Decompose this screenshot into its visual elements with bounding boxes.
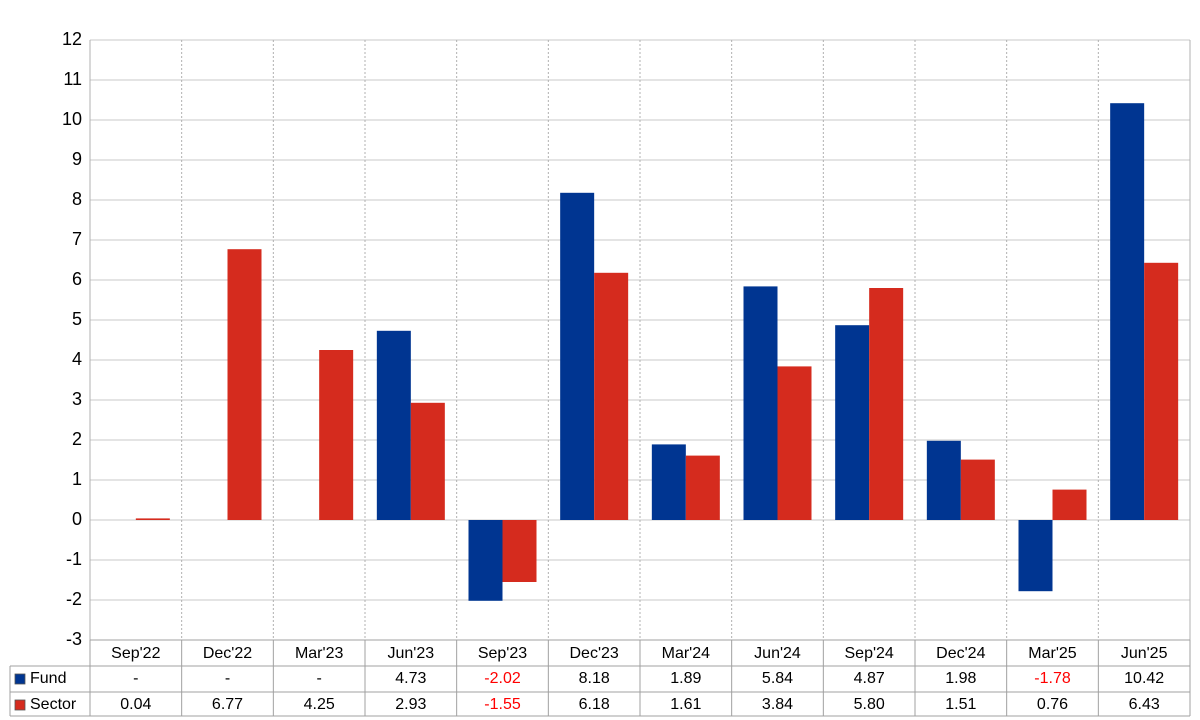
table-value: 0.76 bbox=[1037, 696, 1068, 713]
legend-label: Fund bbox=[30, 670, 66, 687]
bar bbox=[777, 366, 812, 520]
y-tick-label: 5 bbox=[72, 309, 82, 329]
table-value: -1.55 bbox=[484, 696, 521, 713]
table-value: 5.80 bbox=[854, 696, 885, 713]
y-tick-label: 11 bbox=[63, 69, 82, 89]
bar bbox=[410, 402, 445, 520]
legend-swatch bbox=[14, 699, 26, 711]
bar bbox=[685, 455, 720, 520]
x-tick-label: Sep'22 bbox=[111, 645, 160, 662]
y-tick-label: 8 bbox=[72, 189, 82, 209]
bar bbox=[1052, 489, 1087, 520]
bar bbox=[135, 518, 170, 520]
y-tick-label: -2 bbox=[66, 589, 82, 609]
table-value: 1.98 bbox=[945, 670, 976, 687]
legend-label: Sector bbox=[30, 696, 77, 713]
bar bbox=[1144, 262, 1179, 520]
x-tick-label: Mar'23 bbox=[295, 645, 344, 662]
x-tick-label: Dec'22 bbox=[203, 645, 252, 662]
bar bbox=[468, 520, 503, 601]
bar bbox=[594, 272, 629, 520]
table-value: 5.84 bbox=[762, 670, 793, 687]
x-tick-label: Sep'24 bbox=[845, 645, 894, 662]
table-value: 8.18 bbox=[579, 670, 610, 687]
table-value: 6.77 bbox=[212, 696, 243, 713]
y-tick-label: 4 bbox=[72, 349, 82, 369]
table-value: 4.73 bbox=[395, 670, 426, 687]
bar bbox=[835, 325, 870, 520]
x-tick-label: Jun'23 bbox=[388, 645, 435, 662]
y-tick-label: 7 bbox=[72, 229, 82, 249]
table-value: - bbox=[225, 670, 230, 687]
bar bbox=[1110, 103, 1145, 520]
legend-swatch bbox=[14, 673, 26, 685]
y-tick-label: -3 bbox=[66, 629, 82, 649]
bar bbox=[319, 350, 354, 520]
bar bbox=[926, 440, 961, 520]
x-tick-label: Sep'23 bbox=[478, 645, 527, 662]
table-value: 1.61 bbox=[670, 696, 701, 713]
x-tick-label: Mar'25 bbox=[1028, 645, 1077, 662]
x-tick-label: Jun'24 bbox=[754, 645, 801, 662]
table-value: -1.78 bbox=[1034, 670, 1071, 687]
y-tick-label: 0 bbox=[72, 509, 82, 529]
table-value: - bbox=[133, 670, 138, 687]
table-value: 1.89 bbox=[670, 670, 701, 687]
bar bbox=[560, 192, 595, 521]
bar bbox=[376, 330, 411, 520]
table-value: 3.84 bbox=[762, 696, 793, 713]
bar bbox=[502, 520, 537, 582]
table-value: 0.04 bbox=[120, 696, 151, 713]
y-tick-label: 10 bbox=[62, 109, 82, 129]
table-value: 6.18 bbox=[579, 696, 610, 713]
bar bbox=[1018, 520, 1053, 592]
x-tick-label: Dec'24 bbox=[936, 645, 985, 662]
x-tick-label: Dec'23 bbox=[570, 645, 619, 662]
y-tick-label: 9 bbox=[72, 149, 82, 169]
y-tick-label: 12 bbox=[62, 29, 82, 49]
x-tick-label: Jun'25 bbox=[1121, 645, 1168, 662]
bar bbox=[960, 459, 995, 520]
y-tick-label: 3 bbox=[72, 389, 82, 409]
table-value: 10.42 bbox=[1124, 670, 1164, 687]
y-tick-label: 1 bbox=[72, 469, 82, 489]
bar bbox=[869, 288, 904, 520]
table-value: 4.87 bbox=[854, 670, 885, 687]
table-value: 2.93 bbox=[395, 696, 426, 713]
table-value: 6.43 bbox=[1129, 696, 1160, 713]
y-tick-label: 6 bbox=[72, 269, 82, 289]
y-tick-label: -1 bbox=[66, 549, 82, 569]
bar bbox=[227, 249, 262, 520]
bar bbox=[743, 286, 778, 520]
x-tick-label: Mar'24 bbox=[662, 645, 711, 662]
table-value: 4.25 bbox=[304, 696, 335, 713]
bar bbox=[651, 444, 686, 520]
y-tick-label: 2 bbox=[72, 429, 82, 449]
table-value: -2.02 bbox=[484, 670, 521, 687]
table-value: - bbox=[317, 670, 322, 687]
table-value: 1.51 bbox=[945, 696, 976, 713]
